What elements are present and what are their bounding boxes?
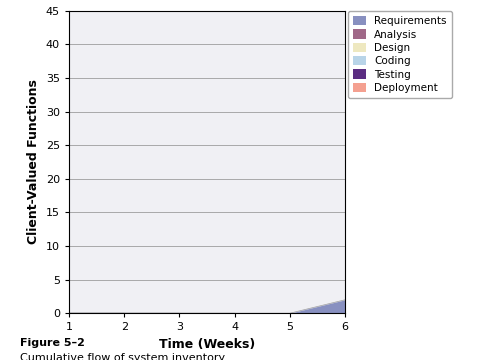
Y-axis label: Client-Valued Functions: Client-Valued Functions [27, 80, 40, 244]
Text: Figure 5–2: Figure 5–2 [20, 338, 85, 348]
X-axis label: Time (Weeks): Time (Weeks) [159, 338, 255, 351]
Legend: Requirements, Analysis, Design, Coding, Testing, Deployment: Requirements, Analysis, Design, Coding, … [348, 11, 452, 98]
Text: Cumulative flow of system inventory.: Cumulative flow of system inventory. [20, 353, 227, 360]
